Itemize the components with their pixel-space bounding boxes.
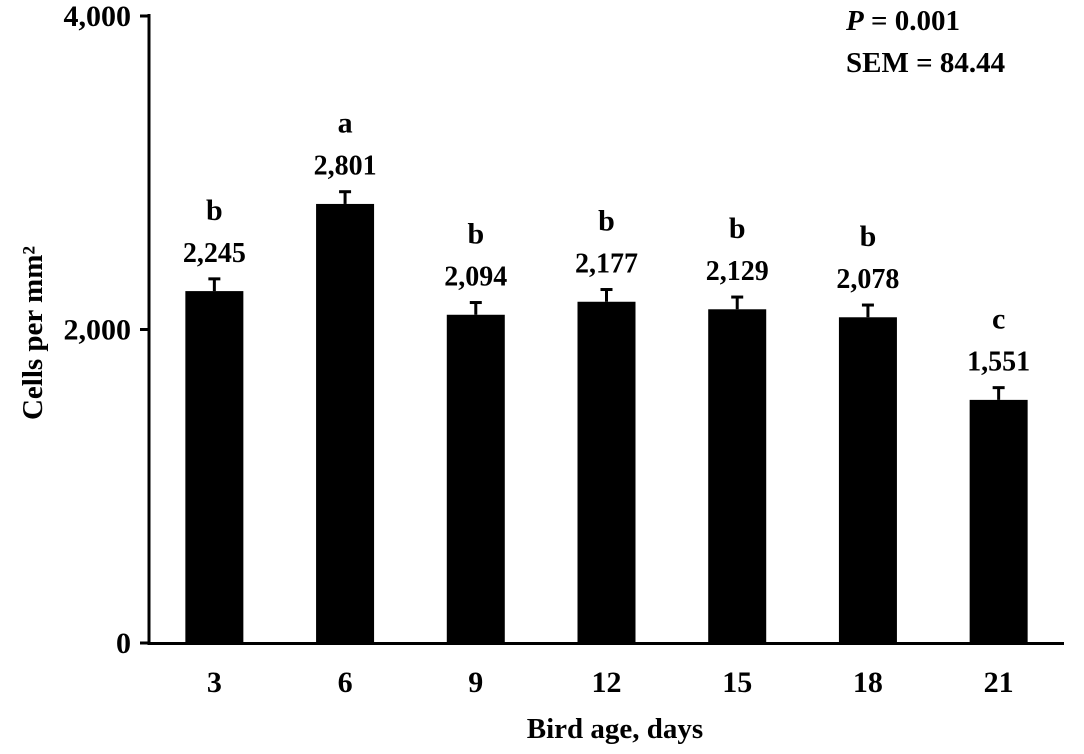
data-label: 1,551: [967, 347, 1030, 378]
data-label: 2,129: [706, 256, 769, 287]
data-labels-layer: 2,245 b 2,801 a 2,094 b 2,177 b 2,129 b 2,078 b 1,55…: [183, 107, 1030, 378]
x-tick-label: 3: [207, 666, 222, 699]
significance-letter: b: [598, 205, 615, 238]
x-tick-label: 12: [592, 666, 622, 699]
bar: [446, 314, 505, 643]
significance-letter: b: [206, 194, 223, 227]
y-tick-label: 0: [116, 627, 131, 660]
p-symbol: P: [845, 5, 864, 37]
data-label: 2,078: [836, 264, 899, 295]
x-tick-label: 9: [468, 666, 483, 699]
bar: [838, 317, 897, 643]
bar: [577, 301, 636, 643]
bar: [316, 203, 375, 644]
x-tick-label: 21: [984, 666, 1014, 699]
y-ticks-layer: 0 2,000 4,000: [64, 0, 149, 660]
significance-letter: b: [729, 212, 746, 245]
bars-layer: [185, 203, 1028, 644]
x-tick-label: 15: [722, 666, 752, 699]
y-axis-label: Cells per mm²: [17, 246, 49, 420]
x-tick-label: 18: [853, 666, 883, 699]
bar: [969, 399, 1028, 643]
data-label: 2,177: [575, 249, 638, 280]
significance-letter: a: [338, 107, 353, 140]
significance-letter: c: [992, 303, 1005, 336]
error-bars-layer: [208, 190, 1005, 400]
x-tick-label: 6: [338, 666, 353, 699]
p-value-annotation: P = 0.001: [845, 5, 960, 37]
data-label: 2,245: [183, 238, 246, 269]
significance-letter: b: [860, 220, 877, 253]
bar: [185, 291, 244, 643]
data-label: 2,801: [314, 151, 377, 182]
data-label: 2,094: [444, 262, 507, 293]
x-axis-label: Bird age, days: [527, 713, 703, 745]
y-tick-label: 4,000: [64, 0, 132, 33]
x-ticks-layer: 3 6 9 12 15 18 21: [207, 666, 1014, 699]
sem-annotation: SEM = 84.44: [846, 47, 1005, 79]
bar: [708, 309, 767, 643]
significance-letter: b: [467, 218, 484, 251]
p-value-text: = 0.001: [864, 5, 960, 37]
y-tick-label: 2,000: [64, 314, 132, 347]
